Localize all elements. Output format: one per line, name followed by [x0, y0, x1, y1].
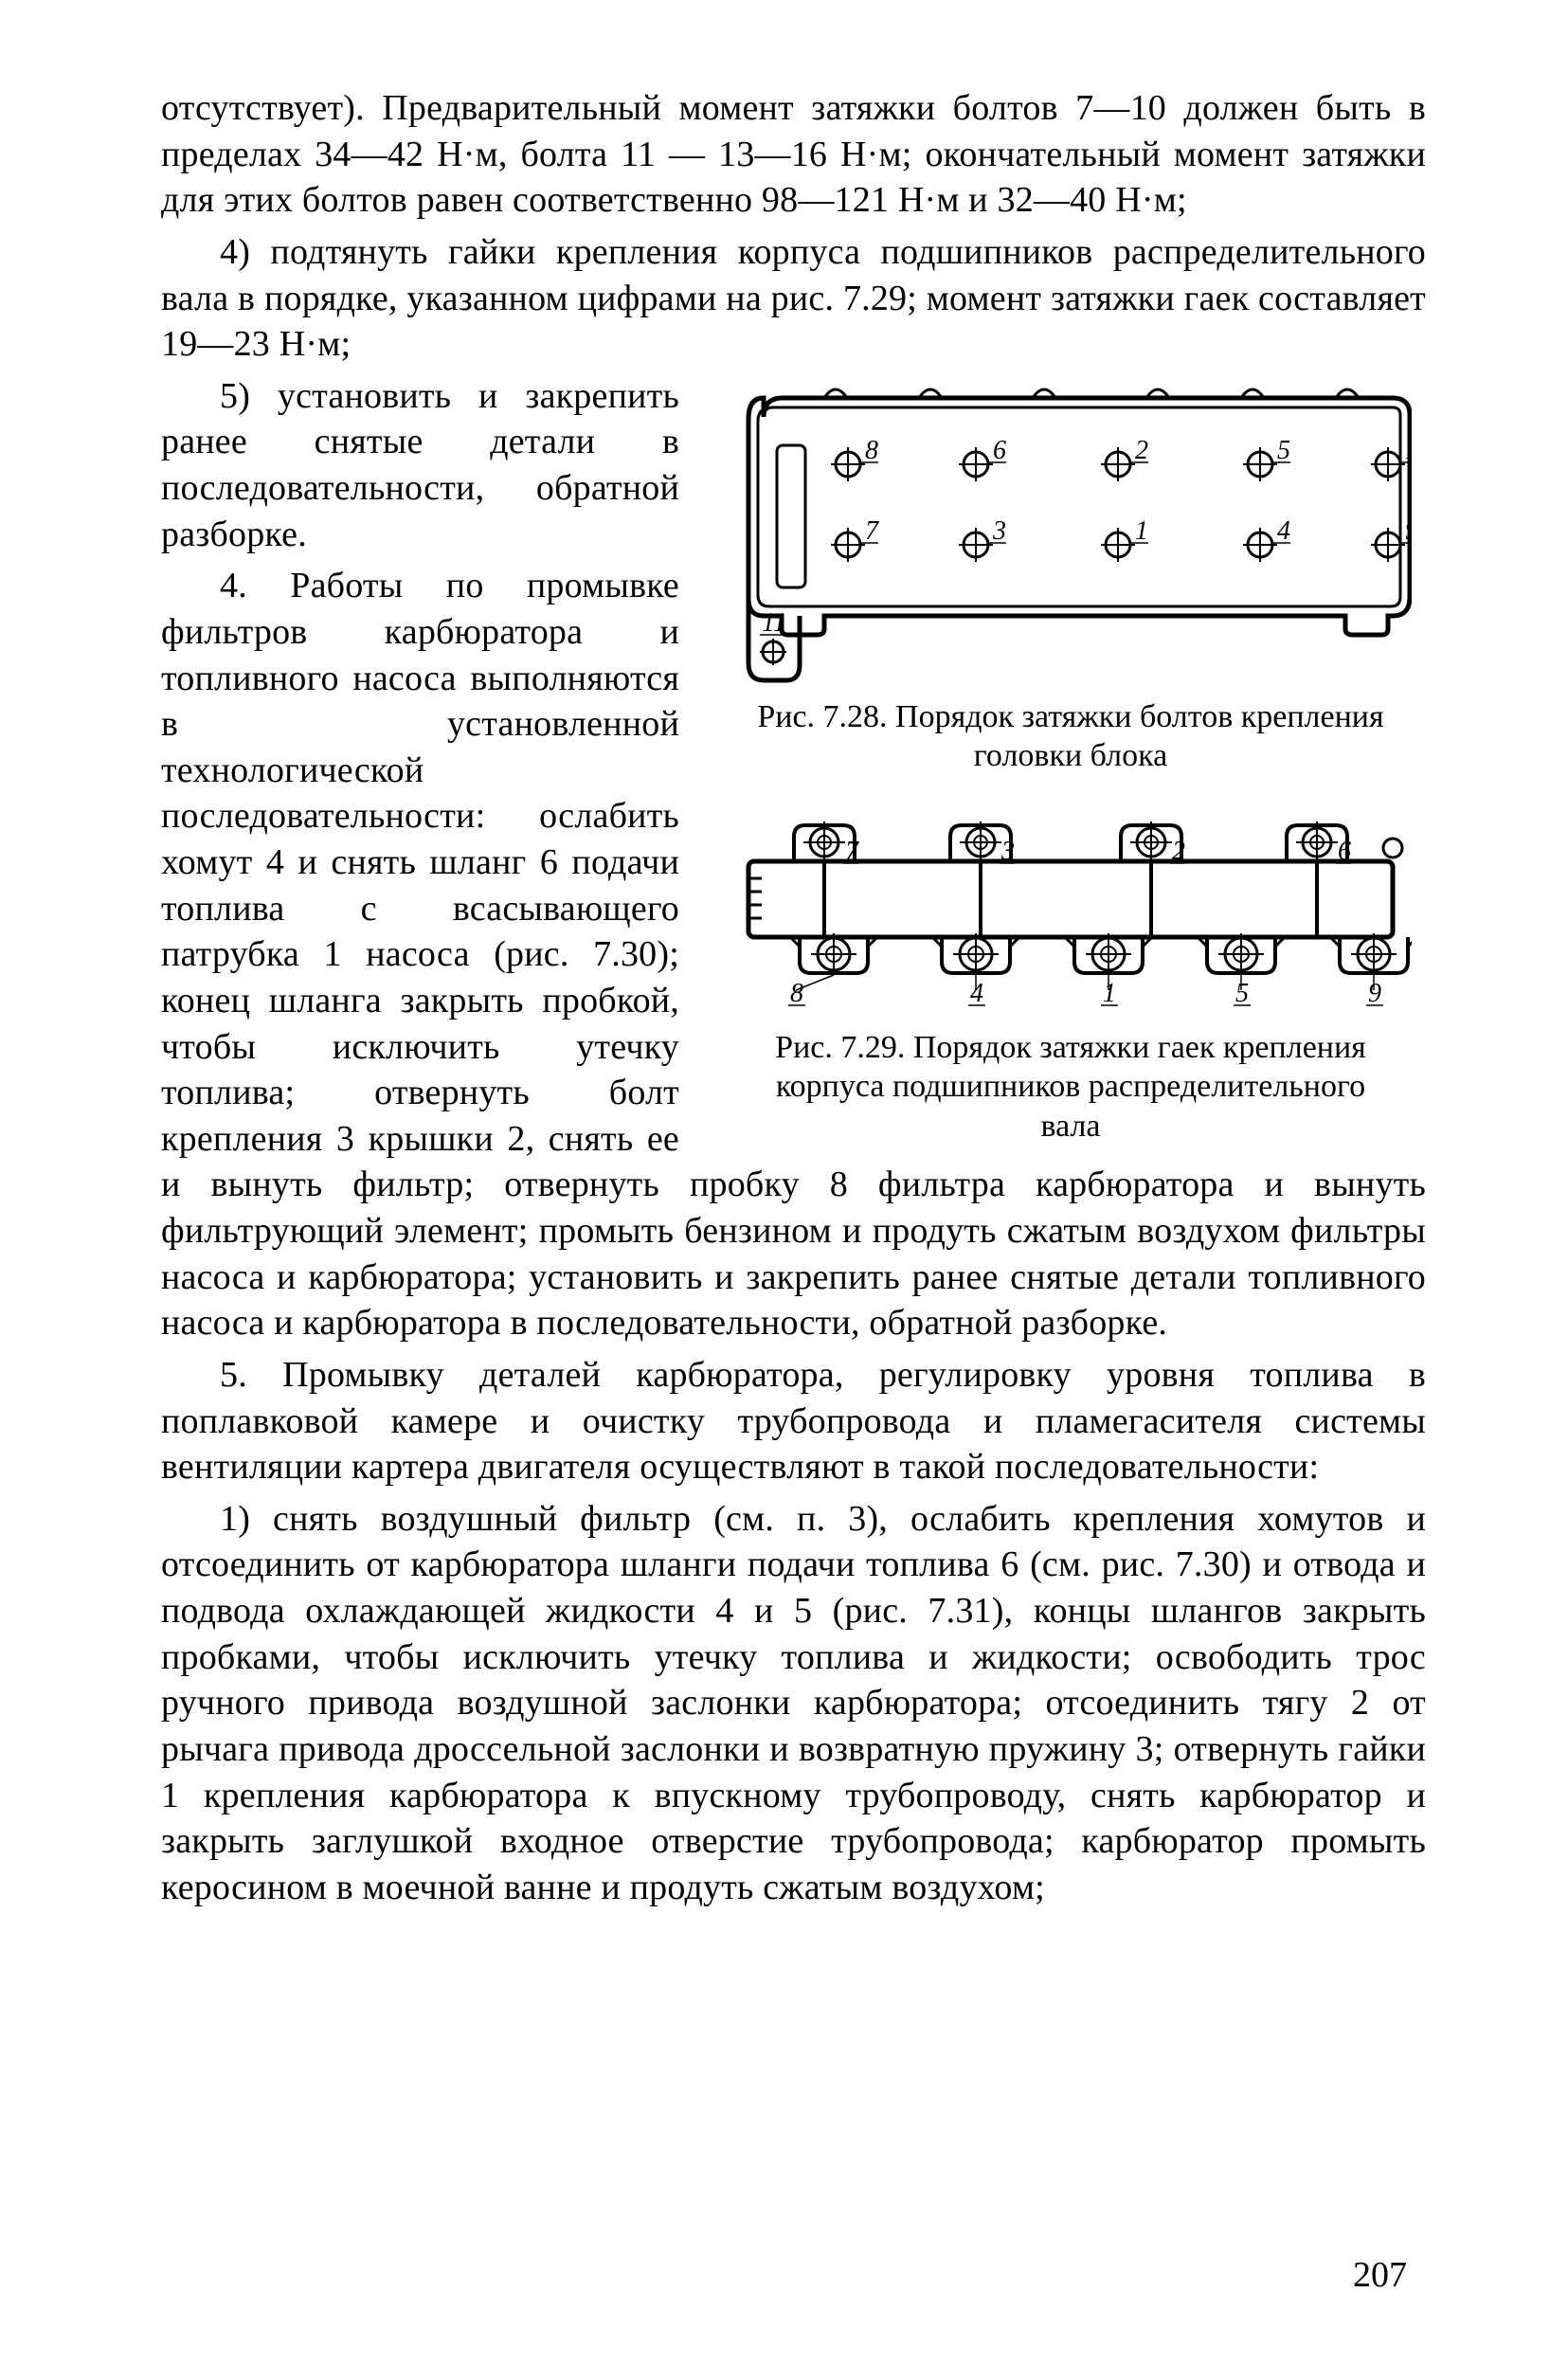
svg-text:1: 1	[1135, 516, 1148, 546]
paragraph-5: 5. Промывку деталей карбюратора, регулир…	[161, 1352, 1426, 1490]
svg-text:6: 6	[1338, 837, 1351, 866]
caption-text: корпуса подшипников распределительного	[776, 1069, 1365, 1104]
paragraph-2: 4) подтянуть гайки крепления корпуса под…	[161, 229, 1426, 368]
figure-7-28-caption: Рис. 7.28. Порядок затяжки болтов крепле…	[715, 697, 1426, 776]
figures-float: 8 6 2 5 10 7 3 1 4 9 11 Рис. 7.28. Порядок затяжки…	[715, 379, 1426, 1146]
svg-text:8: 8	[865, 436, 878, 465]
svg-text:6: 6	[993, 436, 1006, 465]
svg-text:9: 9	[1405, 516, 1412, 546]
svg-text:7: 7	[865, 516, 879, 546]
svg-text:9: 9	[1368, 979, 1381, 1008]
svg-text:5: 5	[1277, 436, 1290, 465]
svg-text:10: 10	[1405, 436, 1412, 465]
svg-text:2: 2	[1172, 837, 1185, 866]
svg-text:4: 4	[1277, 516, 1290, 546]
svg-text:3: 3	[1000, 837, 1015, 866]
svg-text:8: 8	[790, 979, 803, 1008]
svg-text:3: 3	[992, 516, 1006, 546]
caption-text: Рис. 7.29. Порядок затяжки гаек креплени…	[775, 1030, 1366, 1065]
svg-text:11: 11	[762, 608, 786, 638]
svg-text:2: 2	[1135, 436, 1148, 465]
svg-text:4: 4	[970, 979, 983, 1008]
caption-text: Рис. 7.28. Порядок затяжки болтов крепле…	[757, 699, 1383, 734]
svg-text:1: 1	[1103, 979, 1116, 1008]
paragraph-6: 1) снять воздушный фильтр (см. п. 3), ос…	[161, 1496, 1426, 1911]
figure-7-29-caption: Рис. 7.29. Порядок затяжки гаек креплени…	[715, 1028, 1426, 1146]
svg-text:7: 7	[845, 837, 859, 866]
caption-text: вала	[1040, 1109, 1100, 1144]
figure-7-28: 8 6 2 5 10 7 3 1 4 9 11 Рис. 7.28. Порядок затяжки…	[715, 379, 1426, 776]
paragraph-1: отсутствует). Предварительный момент зат…	[161, 85, 1426, 224]
page-number: 207	[1353, 2252, 1407, 2299]
svg-text:5: 5	[1235, 979, 1249, 1008]
caption-text: головки блока	[974, 738, 1167, 773]
figure-7-29: 7 3 2 6 8 4 1 5 9 Рис. 7.29. Порядок затяжки гае…	[715, 804, 1426, 1146]
